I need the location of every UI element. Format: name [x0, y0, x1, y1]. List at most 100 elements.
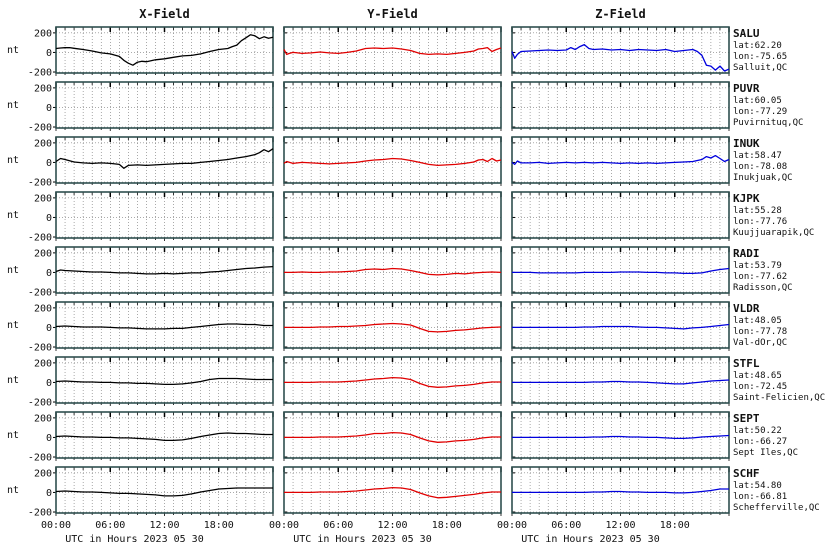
station-lon: lon:-78.08: [733, 162, 787, 172]
station-place: Salluit,QC: [733, 63, 787, 73]
y-tick-label: -200: [28, 178, 52, 189]
station-place: Radisson,QC: [733, 283, 793, 293]
station-row-radi: nt -200 0 200 RADIlat:53.79lon:-77.62Radisso…: [7, 246, 793, 299]
panel-background: [56, 467, 273, 513]
panel-frame: [55, 466, 274, 514]
panel-background: [512, 247, 729, 293]
column-title-y-field: Y-Field: [367, 7, 418, 21]
station-row-schf: nt -200 0 200 SCHFlat:54.80lon:-66.81Scheffe…: [7, 466, 820, 519]
y-tick-label: -200: [28, 233, 52, 244]
x-axis-caption: UTC in Hours 2023 05 30: [293, 534, 431, 545]
station-lon: lon:-77.78: [733, 327, 787, 337]
station-place: Sept Iles,QC: [733, 448, 798, 458]
station-place: Kuujjuarapik,QC: [733, 228, 814, 238]
station-row-kjpk: nt -200 0 200 KJPKlat:55.28lon:-77.76Kuujjua…: [7, 191, 814, 244]
panel-background: [284, 82, 501, 128]
y-tick-label: -200: [28, 453, 52, 464]
y-tick-label: 200: [34, 83, 52, 94]
panel-radi-z: [511, 246, 730, 296]
series-line-sept-x: [55, 432, 273, 442]
panel-stfl-x: -200 0 200: [28, 356, 274, 409]
x-tick-label: 06:00: [323, 520, 353, 531]
panel-frame: [283, 466, 502, 514]
panel-background: [284, 357, 501, 403]
station-lat: lat:55.28: [733, 206, 782, 216]
panel-frame: [511, 246, 730, 294]
station-place: Schefferville,QC: [733, 503, 820, 513]
panel-background: [284, 247, 501, 293]
y-tick-label: 0: [46, 268, 52, 279]
series-line-inuk-x: [55, 148, 274, 169]
series-line-stfl-x: [55, 377, 273, 386]
y-tick-label: 200: [34, 303, 52, 314]
panel-background: [284, 412, 501, 458]
station-lon: lon:-66.81: [733, 492, 787, 502]
y-tick-label: -200: [28, 508, 52, 519]
y-tick-label: 200: [34, 193, 52, 204]
panel-background: [56, 137, 273, 183]
station-row-inuk: nt -200 0 200 INUKlat:58.47lon:-78.08Inukjua…: [7, 136, 793, 189]
y-tick-label: 200: [34, 358, 52, 369]
y-tick-label: -200: [28, 398, 52, 409]
panel-background: [512, 82, 729, 128]
panel-radi-x: -200 0 200: [28, 246, 274, 299]
panel-frame: [55, 81, 274, 129]
station-lat: lat:54.80: [733, 481, 782, 491]
y-tick-label: 200: [34, 28, 52, 39]
station-lat: lat:53.79: [733, 261, 782, 271]
panel-frame: [55, 246, 274, 294]
y-unit-label: nt: [7, 485, 19, 496]
panel-frame: [511, 466, 730, 514]
x-tick-label: 12:00: [149, 520, 179, 531]
x-tick-label: 18:00: [660, 520, 690, 531]
panel-puvr-y: [283, 81, 502, 131]
y-unit-label: nt: [7, 155, 19, 166]
y-tick-label: 0: [46, 323, 52, 334]
series-line-salu-y: [283, 46, 502, 56]
panel-background: [512, 357, 729, 403]
panel-frame: [55, 191, 274, 239]
panel-frame: [511, 81, 730, 129]
y-unit-label: nt: [7, 265, 19, 276]
station-lat: lat:62.20: [733, 41, 782, 51]
y-tick-label: 200: [34, 413, 52, 424]
y-tick-label: 200: [34, 248, 52, 259]
y-tick-label: 200: [34, 468, 52, 479]
panel-frame: [283, 411, 502, 459]
station-lon: lon:-72.45: [733, 382, 787, 392]
panel-background: [512, 137, 729, 183]
panel-background: [284, 137, 501, 183]
panel-background: [56, 27, 273, 73]
series-line-salu-z: [511, 43, 730, 72]
station-code: RADI: [733, 247, 760, 260]
series-line-vldr-z: [512, 323, 730, 330]
station-place: Val-dOr,QC: [733, 338, 787, 348]
y-tick-label: -200: [28, 123, 52, 134]
series-line-sept-y: [284, 431, 501, 443]
panel-frame: [283, 301, 502, 349]
station-code: KJPK: [733, 192, 760, 205]
panel-salu-x: -200 0 200: [28, 26, 274, 79]
station-code: PUVR: [733, 82, 760, 95]
x-axis-caption: UTC in Hours 2023 05 30: [65, 534, 203, 545]
panel-background: [56, 82, 273, 128]
y-tick-label: -200: [28, 68, 52, 79]
panel-kjpk-x: -200 0 200: [28, 191, 274, 244]
panel-background: [512, 302, 729, 348]
panel-inuk-x: -200 0 200: [28, 136, 274, 189]
station-code: INUK: [733, 137, 760, 150]
panel-background: [56, 192, 273, 238]
station-lat: lat:58.47: [733, 151, 782, 161]
station-code: VLDR: [733, 302, 760, 315]
panel-stfl-y: [283, 356, 502, 406]
y-tick-label: 0: [46, 213, 52, 224]
x-tick-label: 00:00: [269, 520, 299, 531]
x-tick-label: 12:00: [377, 520, 407, 531]
panel-frame: [55, 136, 274, 184]
y-tick-label: 0: [46, 378, 52, 389]
series-line-salu-x: [55, 34, 274, 66]
panel-background: [284, 27, 501, 73]
panel-sept-y: [283, 411, 502, 461]
